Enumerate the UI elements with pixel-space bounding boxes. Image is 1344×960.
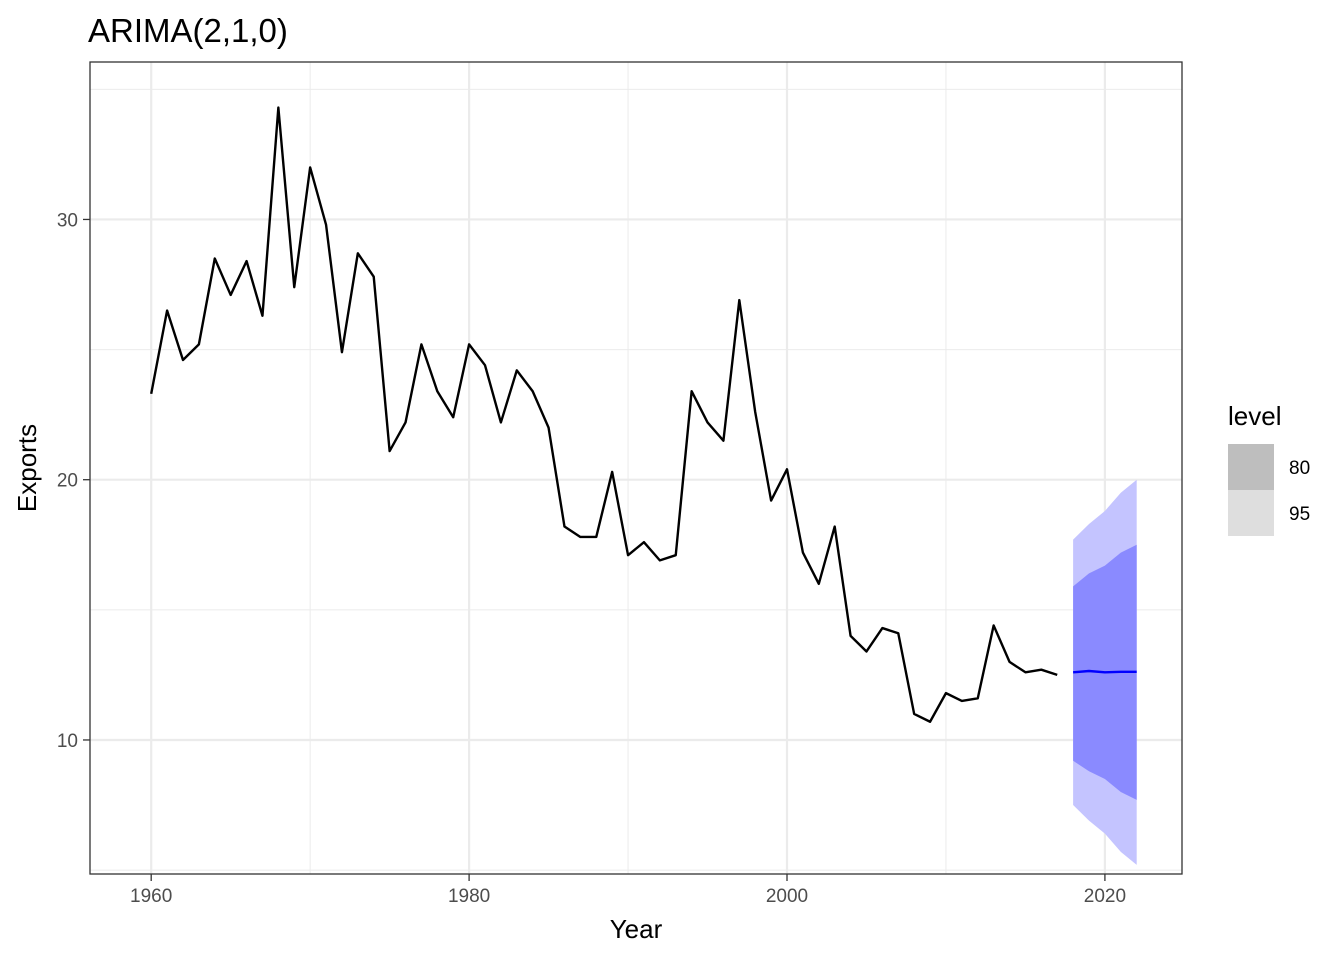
legend-key-80 <box>1228 444 1274 490</box>
legend-label-80: 80 <box>1289 458 1310 479</box>
x-tick-label: 1980 <box>448 886 490 907</box>
plot-panel <box>90 62 1182 874</box>
legend-key-95 <box>1228 490 1274 536</box>
y-tick-label: 10 <box>57 731 78 752</box>
y-axis: 10 20 30 <box>57 210 90 752</box>
legend-label-95: 95 <box>1289 504 1310 525</box>
legend: level 80 95 <box>1228 401 1310 536</box>
plot-border <box>89 61 1183 875</box>
minor-gridlines <box>90 62 1182 874</box>
chart-title: ARIMA(2,1,0) <box>88 12 288 49</box>
forecast-mean-line <box>1073 669 1137 674</box>
x-tick-label: 2000 <box>766 886 808 907</box>
legend-title: level <box>1228 401 1281 431</box>
observed-series-line <box>150 106 1058 723</box>
y-tick-label: 30 <box>57 210 78 231</box>
x-tick-label: 1960 <box>130 886 172 907</box>
x-tick-label: 2020 <box>1084 886 1126 907</box>
y-axis-title: Exports <box>12 424 42 512</box>
x-axis-title: Year <box>610 914 663 944</box>
x-axis: 1960 1980 2000 2020 <box>130 874 1126 907</box>
series-lines <box>150 106 1137 723</box>
major-gridlines <box>90 62 1182 874</box>
y-tick-label: 20 <box>57 471 78 492</box>
